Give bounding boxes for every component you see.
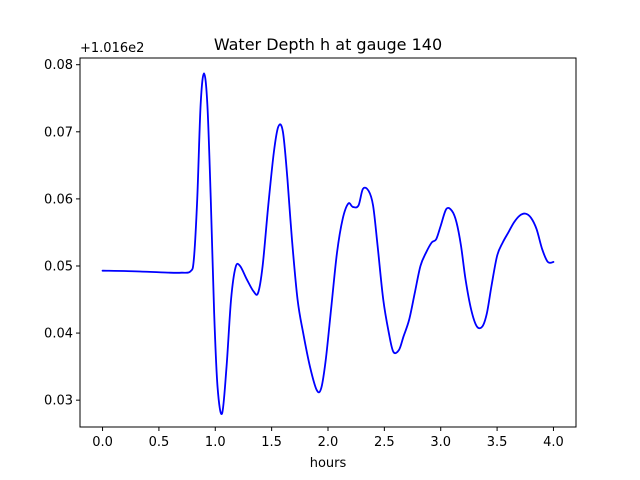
series-line	[101, 72, 555, 415]
x-tick-label: 1.5	[261, 435, 282, 450]
x-tick-label: 0.5	[149, 435, 170, 450]
y-offset-label: +1.016e2	[80, 41, 144, 56]
plot-area: 0.0 0.5 1.0 1.5 2.0 2.5 3.0 3.5 4.0 0.03 0.04 0.05…	[44, 57, 577, 450]
y-tick-label: 0.03	[44, 394, 73, 409]
x-axis-label: hours	[310, 456, 347, 471]
x-tick-label: 2.5	[374, 435, 395, 450]
y-ticks: 0.03 0.04 0.05 0.06 0.07 0.08	[44, 58, 80, 409]
x-tick-label: 4.0	[543, 435, 564, 450]
x-tick-label: 1.0	[205, 435, 226, 450]
y-tick-label: 0.05	[44, 259, 73, 274]
y-tick-label: 0.08	[44, 58, 73, 73]
x-tick-label: 3.0	[430, 435, 451, 450]
x-tick-label: 2.0	[318, 435, 339, 450]
x-ticks: 0.0 0.5 1.0 1.5 2.0 2.5 3.0 3.5 4.0	[92, 427, 564, 450]
y-tick-label: 0.07	[44, 125, 73, 140]
y-tick-label: 0.04	[44, 327, 73, 342]
x-tick-label: 3.5	[487, 435, 508, 450]
chart-title: Water Depth h at gauge 140	[214, 35, 442, 54]
x-tick-label: 0.0	[92, 435, 113, 450]
y-tick-label: 0.06	[44, 192, 73, 207]
